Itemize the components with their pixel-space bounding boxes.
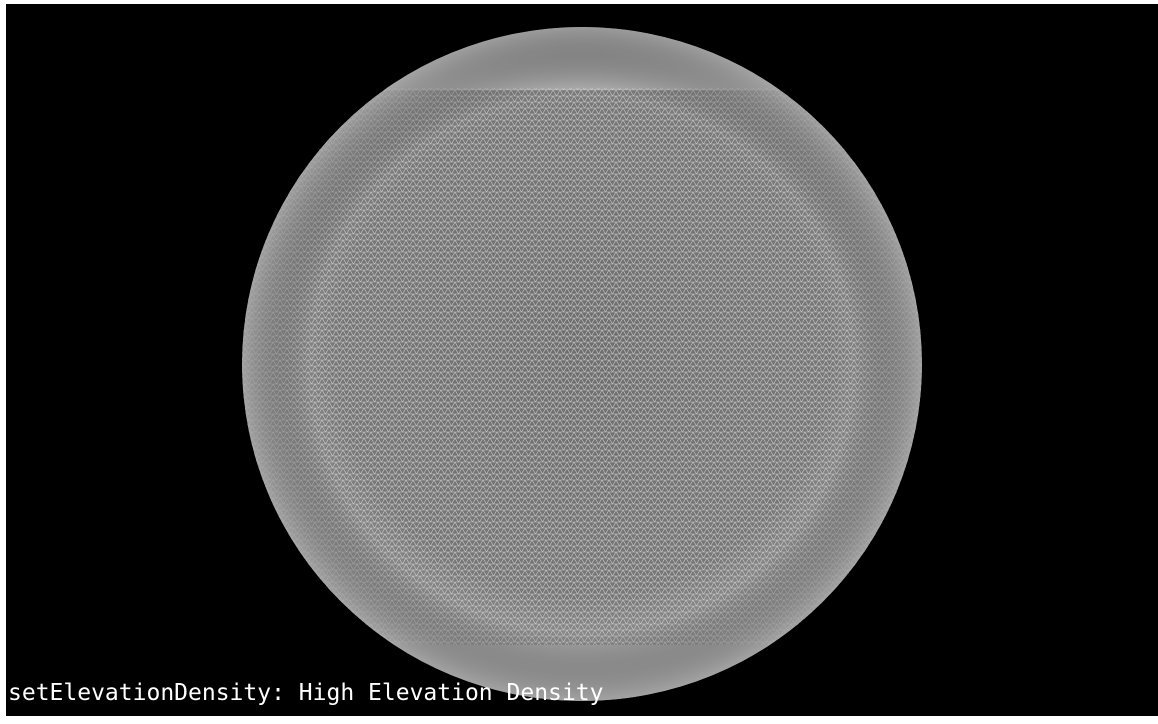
- page: setElevationDensity: High Elevation Dens…: [0, 0, 1158, 724]
- sphere-rim: [242, 27, 922, 701]
- viewport: setElevationDensity: High Elevation Dens…: [0, 0, 1158, 724]
- status-caption: setElevationDensity: High Elevation Dens…: [8, 680, 603, 706]
